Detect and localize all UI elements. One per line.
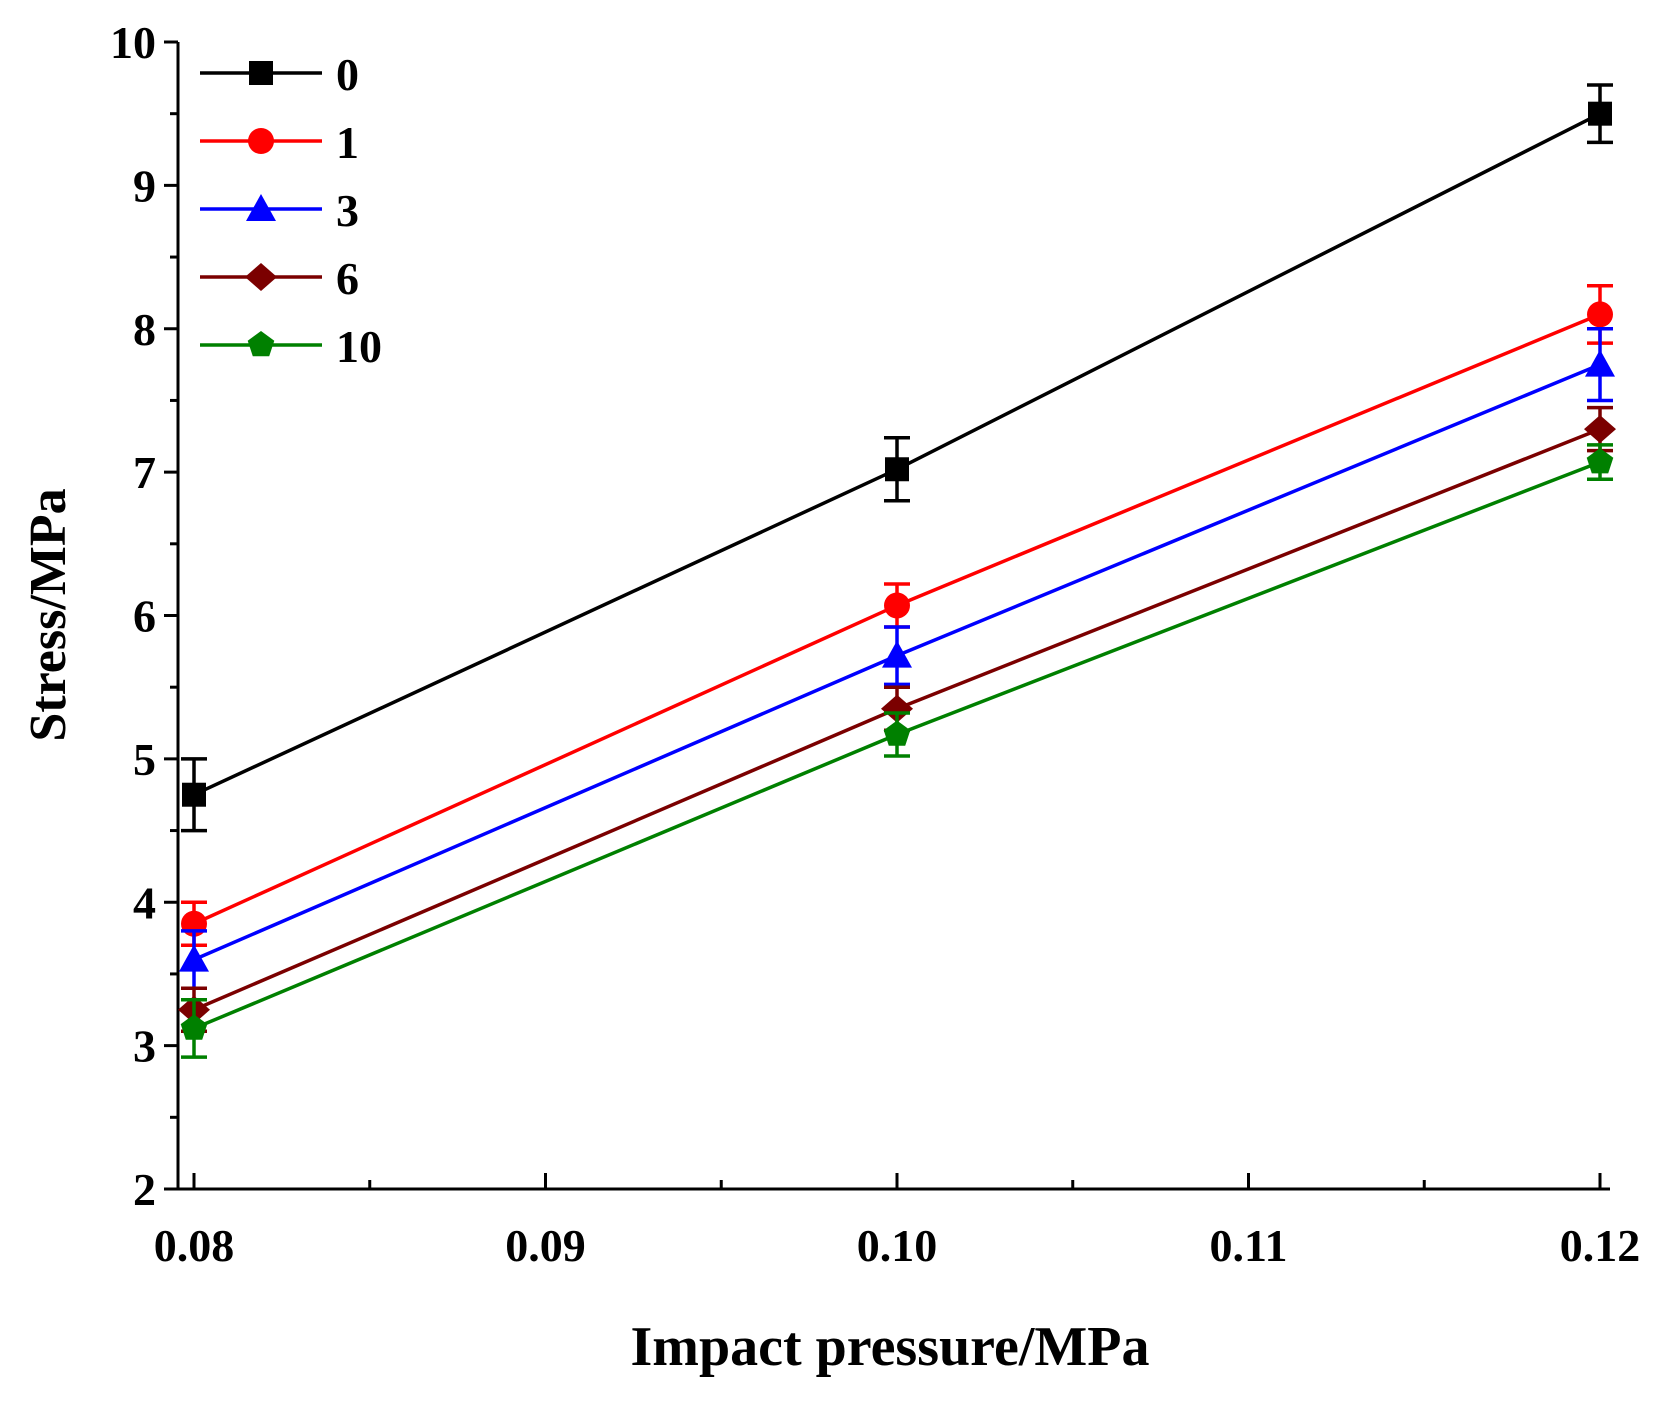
series-3: [179, 327, 1615, 991]
y-axis-label: Stress/MPa: [20, 488, 77, 741]
legend-item: 0: [200, 49, 359, 100]
legend: 0 1 3 6 10: [200, 49, 382, 372]
series-10: [180, 443, 1614, 1059]
x-tick-label: 0.09: [505, 1220, 586, 1271]
y-tick-label: 3: [133, 1021, 156, 1072]
y-tick-label: 5: [133, 734, 156, 785]
pentagon-marker: [180, 1014, 208, 1040]
diamond-marker: [881, 694, 913, 723]
legend-item: 6: [200, 253, 359, 304]
square-marker: [885, 457, 909, 482]
x-tick-label: 0.08: [154, 1220, 235, 1271]
circle-marker: [884, 592, 910, 619]
x-axis-label: Impact pressure/MPa: [631, 1316, 1150, 1378]
y-tick-label: 8: [133, 304, 156, 355]
x-tick-label: 0.11: [1210, 1220, 1288, 1271]
legend-item: 3: [200, 185, 359, 236]
x-tick-label: 0.12: [1560, 1220, 1641, 1271]
series-0: [181, 83, 1613, 833]
x-tick-label: 0.10: [857, 1220, 938, 1271]
triangle-marker: [882, 640, 912, 668]
diamond-marker: [1584, 415, 1616, 444]
circle-marker: [248, 128, 274, 154]
series-group: [178, 83, 1616, 1059]
series-1: [181, 283, 1613, 948]
legend-item: 1: [200, 117, 359, 168]
square-marker: [1588, 101, 1612, 126]
triangle-marker: [179, 944, 209, 972]
y-tick-label: 10: [110, 17, 156, 68]
legend-item: 10: [200, 321, 382, 372]
triangle-marker: [1585, 349, 1615, 377]
y-tick-label: 6: [133, 591, 156, 642]
circle-marker: [1587, 301, 1613, 328]
y-tick-label: 2: [133, 1164, 156, 1215]
y-tick-label: 7: [133, 447, 156, 498]
legend-label: 6: [336, 253, 359, 304]
legend-label: 1: [336, 117, 359, 168]
square-marker: [249, 61, 273, 85]
y-tick-label: 4: [133, 877, 156, 928]
triangle-marker: [246, 194, 276, 221]
square-marker: [182, 782, 206, 807]
legend-label: 3: [336, 185, 359, 236]
y-tick-label: 9: [133, 160, 156, 211]
pentagon-marker: [247, 331, 275, 357]
legend-label: 0: [336, 49, 359, 100]
pentagon-marker: [883, 720, 911, 746]
pentagon-marker: [1586, 448, 1614, 474]
legend-label: 10: [336, 321, 382, 372]
diamond-marker: [245, 263, 277, 291]
